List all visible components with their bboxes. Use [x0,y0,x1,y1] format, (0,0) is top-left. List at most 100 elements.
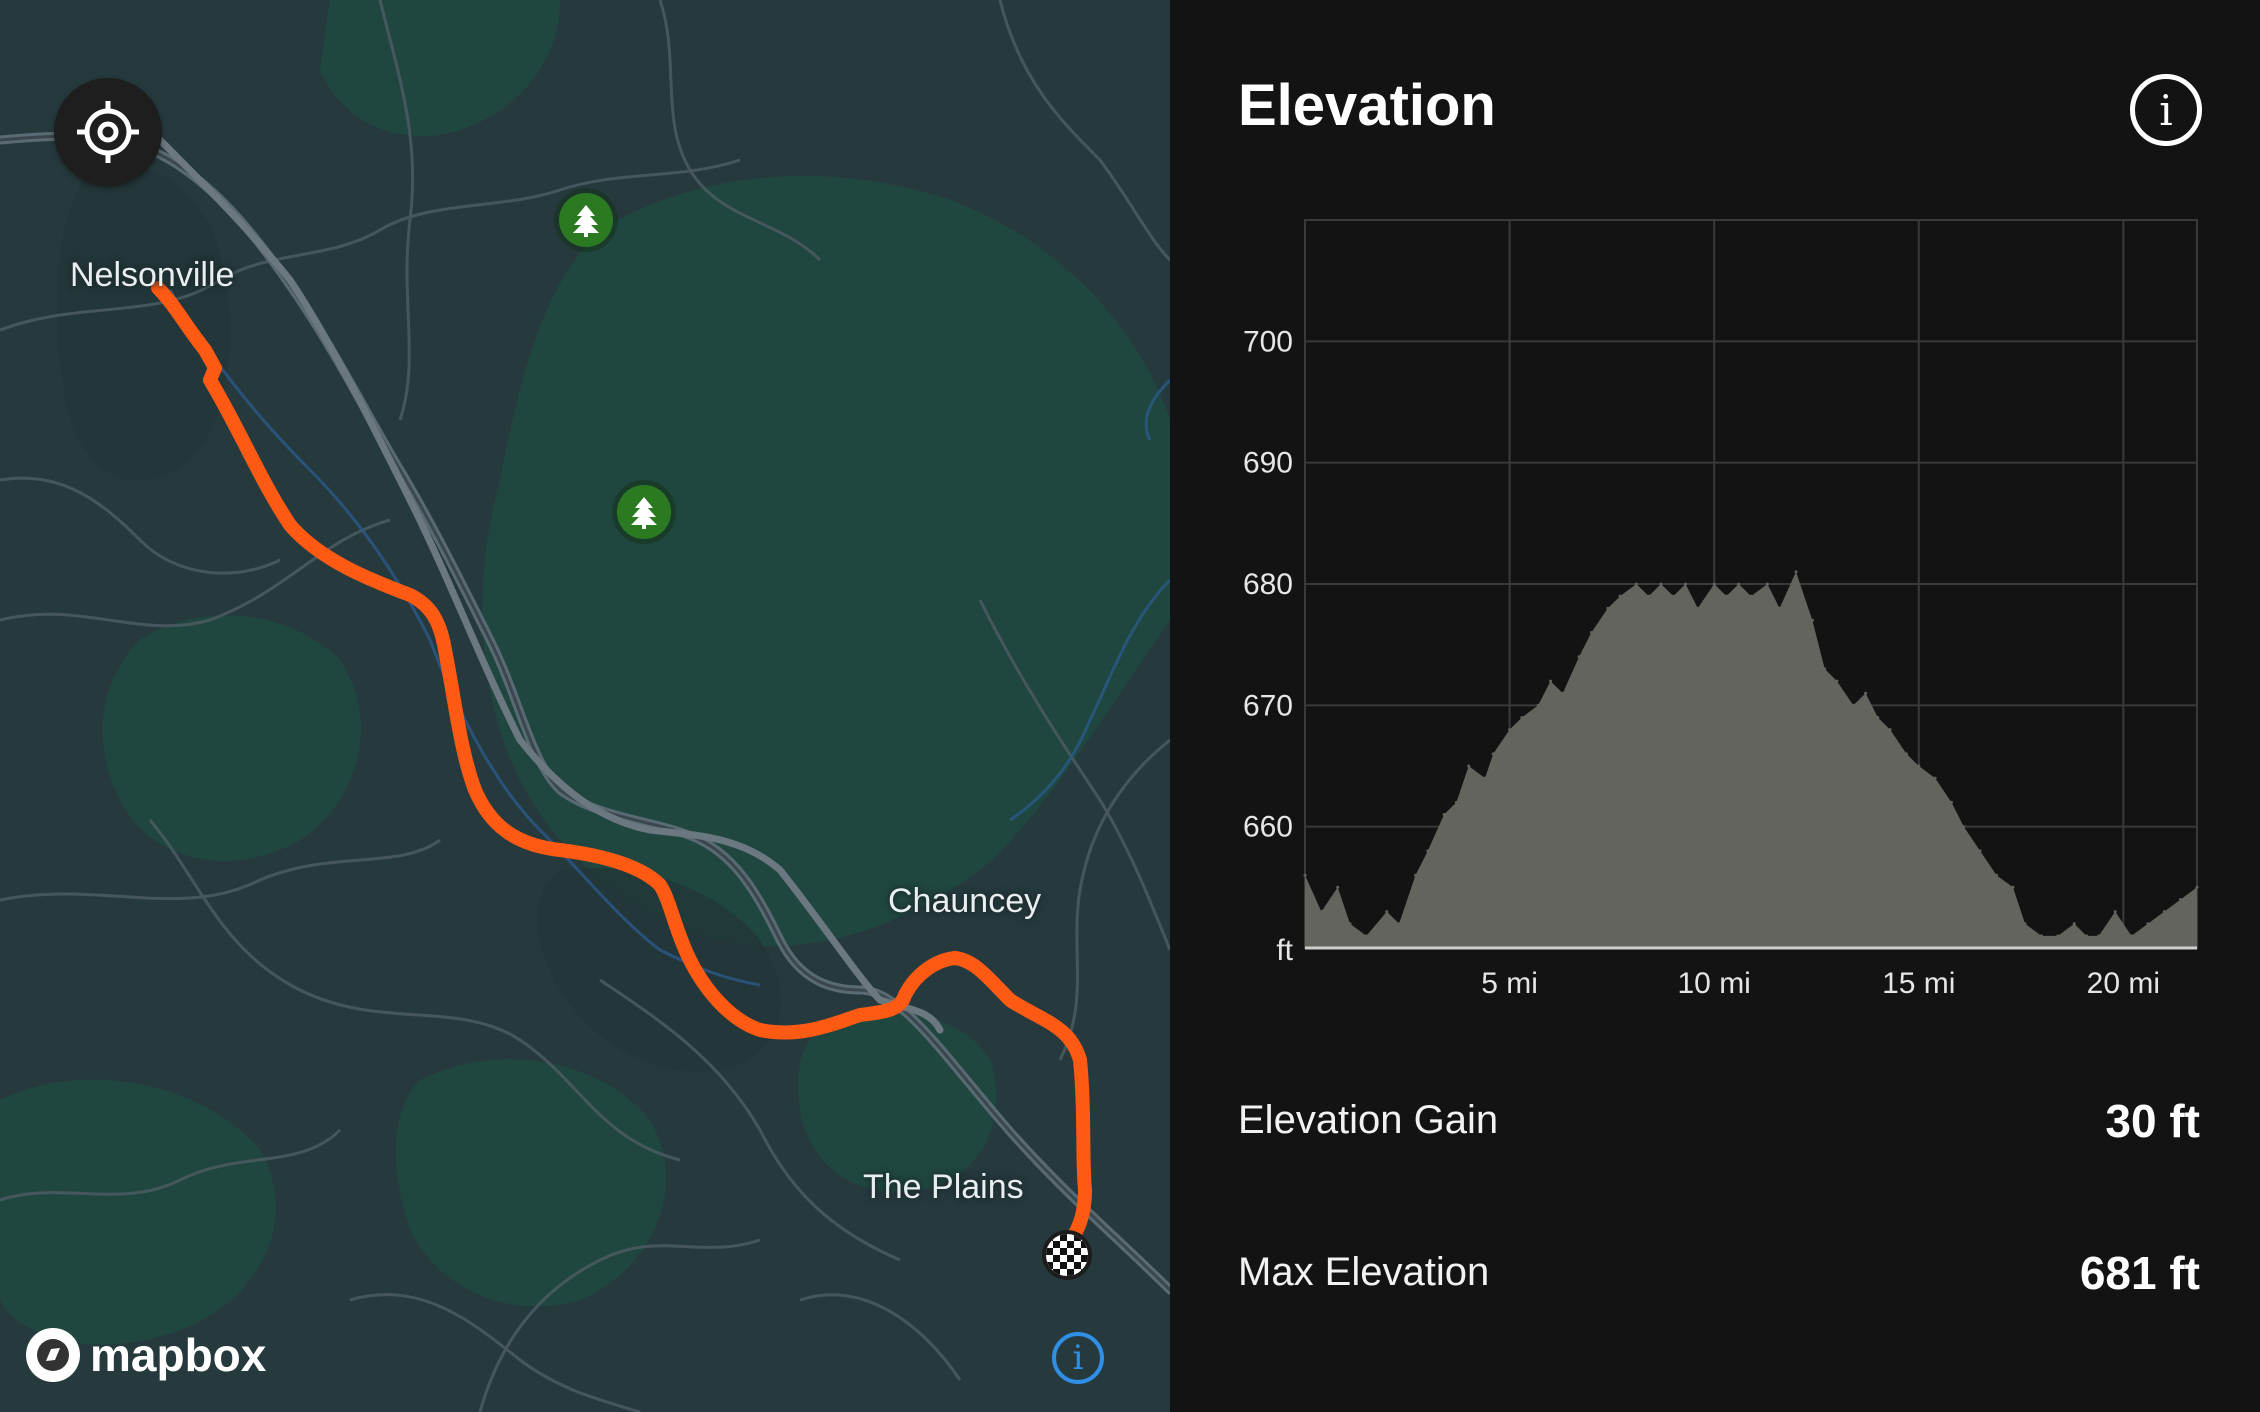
elevation-point [1589,631,1593,634]
stat-value-max-elevation: 681 ft [2079,1247,2200,1299]
elevation-info-button[interactable]: i [2130,74,2202,146]
elevation-point [1851,703,1855,707]
elevation-point [1933,776,1937,780]
elevation-point [1426,849,1430,853]
elevation-point [2130,934,2133,938]
x-tick-label: 15 mi [1882,967,1955,1000]
elevation-point [1454,800,1458,804]
elevation-chart: 660 670 680 690 700 5 mi 10 mi 15 mi 20 mi ft [1243,219,2199,1000]
park-tree-icon[interactable] [617,485,671,539]
place-label-chauncey: Chauncey [888,882,1042,920]
elevation-point [1778,606,1782,610]
elevation-point [1577,655,1581,659]
elevation-point [1483,776,1487,780]
y-tick-label: 660 [1243,811,1293,844]
elevation-point [1737,582,1741,586]
elevation-point [1606,606,1610,610]
place-label-the-plains: The Plains [863,1168,1024,1206]
elevation-panel: Elevation i 660 670 680 690 700 5 mi 10 mi 15 m… [1170,0,2260,1412]
elevation-point [1348,922,1352,926]
elevation-point [2085,934,2088,938]
elevation-point [2023,922,2027,926]
y-tick-label: 670 [1243,689,1293,722]
panel-title: Elevation [1238,73,1496,138]
elevation-point [1364,934,1368,938]
elevation-point [1749,594,1753,598]
elevation-point [1414,873,1417,877]
elevation-point [2113,910,2117,914]
elevation-point [1303,873,1307,877]
elevation-point [1823,667,1827,671]
map-attribution-info-button[interactable]: i [1052,1332,1104,1384]
elevation-point [1467,764,1471,768]
route-line [151,281,1092,1257]
y-tick-label: 690 [1243,447,1293,480]
elevation-point [1810,618,1814,622]
elevation-point [1536,703,1540,707]
x-tick-label: 10 mi [1677,967,1750,1000]
elevation-point [1950,800,1953,804]
elevation-point [1549,679,1552,683]
map-basemap [0,0,1170,1412]
elevation-point [2195,885,2199,889]
elevation-point [1442,813,1446,816]
mapbox-wordmark: mapbox [90,1329,267,1381]
elevation-point [1618,594,1622,598]
elevation-point [1864,691,1868,695]
elevation-point [2162,910,2166,914]
elevation-point [1684,582,1687,586]
elevation-point [1888,728,1892,732]
elevation-point [1491,752,1495,756]
elevation-point [1835,679,1839,683]
elevation-point [1978,849,1982,853]
elevation-point [1336,885,1340,889]
elevation-point [1905,752,1908,756]
elevation-point [2097,934,2101,938]
elevation-point [1962,825,1966,829]
elevation-point [1794,570,1798,574]
x-tick-label: 20 mi [2087,967,2160,1000]
elevation-point [2056,934,2060,938]
elevation-point [1724,594,1728,598]
elevation-point [1765,582,1769,586]
finish-flag-icon [1042,1230,1092,1280]
elevation-point [2179,898,2183,901]
elevation-point [2146,922,2150,926]
stat-label-elevation-gain: Elevation Gain [1238,1098,1499,1142]
elevation-point [1561,691,1565,695]
info-icon: i [1072,1338,1084,1378]
mapbox-compass-icon [26,1328,80,1382]
stat-value-elevation-gain: 30 ft [2105,1095,2200,1147]
elevation-point [1508,728,1512,732]
route-map[interactable]: Nelsonville Chauncey The Plains [0,0,1170,1412]
elevation-point [1917,764,1921,768]
y-axis-unit-label: ft [1276,934,1293,967]
elevation-point [1696,606,1700,610]
stat-label-max-elevation: Max Elevation [1238,1250,1490,1294]
elevation-point [1712,582,1716,586]
elevation-point [1634,582,1638,586]
y-tick-label: 680 [1243,568,1293,601]
elevation-point [1319,910,1323,914]
elevation-point [1659,582,1663,586]
x-tick-label: 5 mi [1481,967,1538,1000]
elevation-point [1647,594,1651,598]
elevation-point [1385,910,1389,914]
info-icon: i [2159,85,2173,135]
locate-me-button[interactable] [54,78,162,186]
park-tree-icon[interactable] [559,193,613,247]
place-label-nelsonville: Nelsonville [70,256,235,294]
elevation-point [1876,716,1880,719]
elevation-point [2011,885,2015,889]
mapbox-logo[interactable]: mapbox [26,1328,266,1382]
elevation-point [2072,922,2076,926]
elevation-point [1671,594,1675,598]
elevation-point [2040,934,2043,938]
elevation-area [1305,571,2197,948]
elevation-point [1995,873,1998,877]
crosshair-icon [77,101,139,163]
elevation-point [1520,716,1524,719]
y-tick-label: 700 [1243,325,1293,358]
elevation-point [1397,922,1401,926]
